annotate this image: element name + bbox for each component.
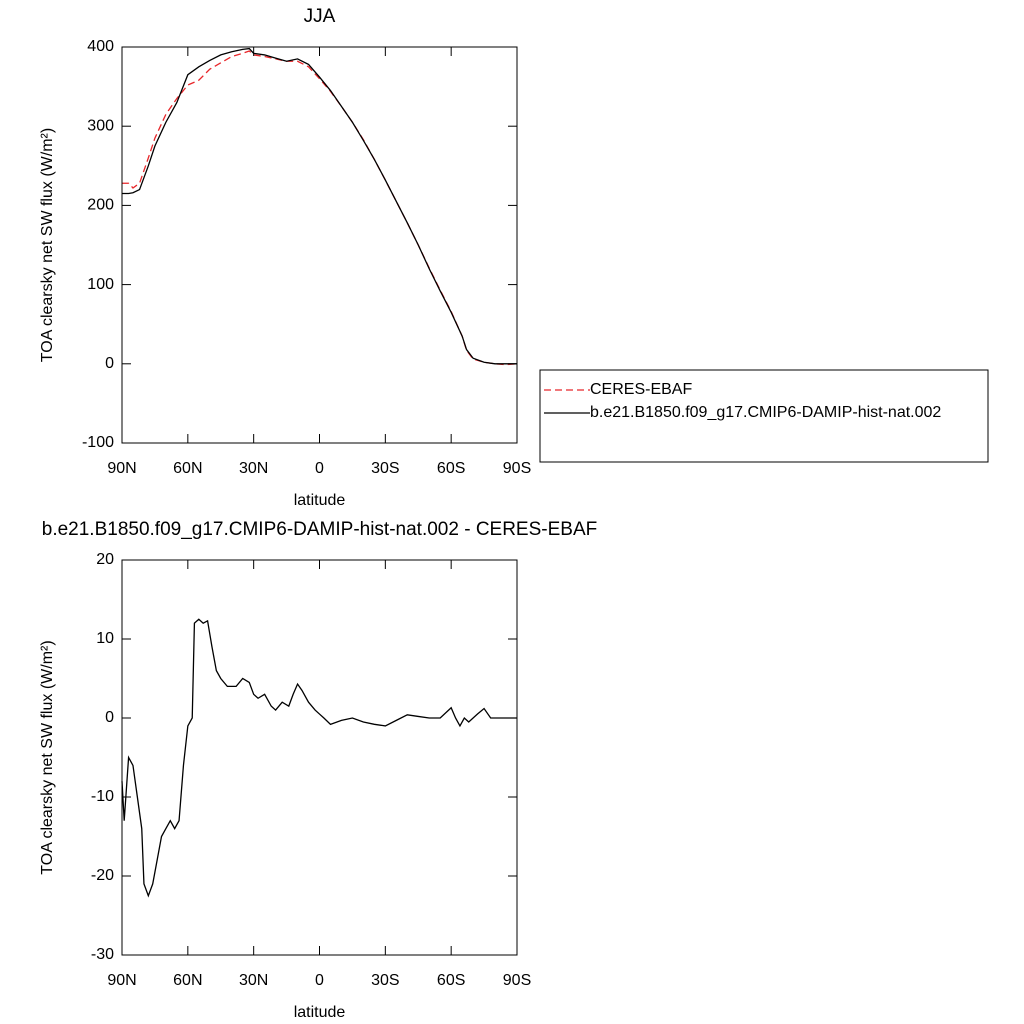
y-tick-label: -10 bbox=[91, 788, 114, 805]
y-axis-label: TOA clearsky net SW flux (W/m²) bbox=[39, 640, 56, 874]
y-tick-label: -30 bbox=[91, 946, 114, 963]
chart-title: b.e21.B1850.f09_g17.CMIP6-DAMIP-hist-nat… bbox=[42, 519, 597, 540]
legend-box bbox=[539, 369, 989, 463]
x-tick-label: 60S bbox=[437, 460, 465, 477]
x-tick-label: 30S bbox=[371, 972, 399, 989]
y-tick-label: 400 bbox=[87, 38, 114, 55]
y-tick-label: 200 bbox=[87, 197, 114, 214]
y-tick-label: 0 bbox=[105, 355, 114, 372]
y-tick-label: 100 bbox=[87, 276, 114, 293]
x-tick-label: 0 bbox=[315, 460, 324, 477]
y-tick-label: -100 bbox=[82, 434, 114, 451]
x-tick-label: 60N bbox=[173, 460, 202, 477]
legend-label: CERES-EBAF bbox=[590, 381, 692, 398]
x-axis-label: latitude bbox=[294, 1004, 346, 1021]
x-tick-label: 90N bbox=[107, 460, 136, 477]
y-tick-label: -20 bbox=[91, 867, 114, 884]
y-tick-label: 10 bbox=[96, 630, 114, 647]
y-tick-label: 300 bbox=[87, 117, 114, 134]
legend-label: b.e21.B1850.f09_g17.CMIP6-DAMIP-hist-nat… bbox=[590, 404, 941, 421]
data-line bbox=[122, 47, 517, 365]
x-tick-label: 30S bbox=[371, 460, 399, 477]
y-axis-label: TOA clearsky net SW flux (W/m²) bbox=[39, 128, 56, 362]
x-tick-label: 60N bbox=[173, 972, 202, 989]
x-tick-label: 60S bbox=[437, 972, 465, 989]
x-axis-label: latitude bbox=[294, 492, 346, 509]
y-tick-label: 20 bbox=[96, 551, 114, 568]
data-line bbox=[121, 618, 517, 898]
chart-title: JJA bbox=[304, 6, 336, 27]
x-tick-label: 90S bbox=[503, 460, 531, 477]
x-tick-label: 30N bbox=[239, 460, 268, 477]
x-tick-label: 0 bbox=[315, 972, 324, 989]
legend: CERES-EBAF b.e21.B1850.f09_g17.CMIP6-DAMI… bbox=[539, 369, 989, 463]
data-line bbox=[122, 50, 518, 366]
y-tick-label: 0 bbox=[105, 709, 114, 726]
x-tick-label: 90S bbox=[503, 972, 531, 989]
plot-frame bbox=[121, 559, 518, 956]
x-tick-label: 90N bbox=[107, 972, 136, 989]
plot-frame bbox=[121, 46, 518, 444]
x-tick-label: 30N bbox=[239, 972, 268, 989]
